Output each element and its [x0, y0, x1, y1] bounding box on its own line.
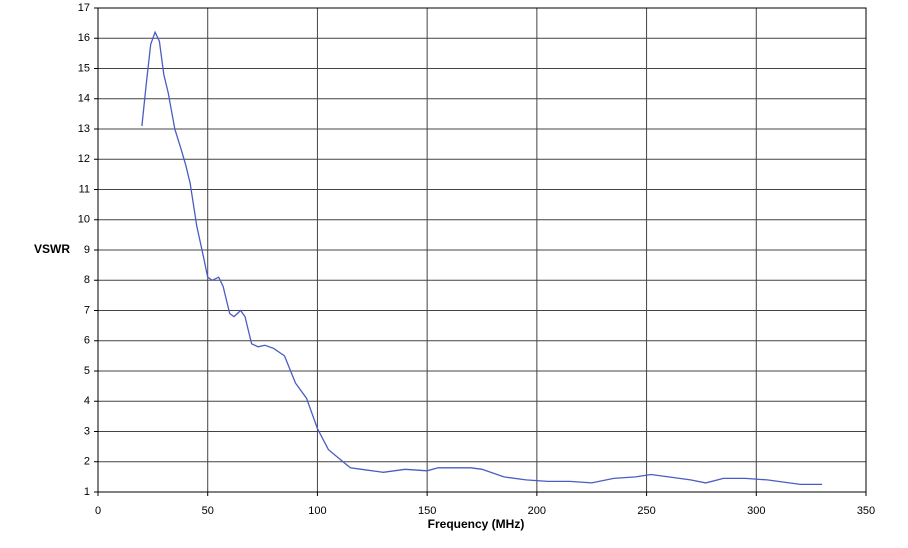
y-tick-label: 1: [84, 486, 90, 498]
plot-frame: [97, 7, 867, 493]
x-tick-label: 250: [637, 505, 655, 517]
x-tick-label: 100: [308, 505, 326, 517]
y-tick-label: 4: [84, 395, 90, 407]
y-tick-label: 13: [78, 123, 90, 135]
x-tick-label: 50: [202, 505, 214, 517]
y-tick-label: 12: [78, 153, 90, 165]
y-tick-label: 10: [78, 214, 90, 226]
y-tick-label: 7: [84, 304, 90, 316]
y-tick-label: 9: [84, 244, 90, 256]
x-tick-label: 300: [747, 505, 765, 517]
x-tick-label: 200: [528, 505, 546, 517]
x-tick-label: 350: [857, 505, 875, 517]
y-tick-label: 14: [78, 93, 90, 105]
y-tick-label: 3: [84, 425, 90, 437]
y-axis-label: VSWR: [34, 242, 70, 256]
y-tick-label: 11: [79, 183, 90, 195]
y-tick-label: 16: [78, 32, 90, 44]
y-tick-label: 8: [84, 274, 90, 286]
y-tick-label: 17: [78, 2, 90, 14]
y-tick-label: 5: [84, 365, 90, 377]
y-tick-label: 2: [84, 456, 90, 468]
x-axis-label: Frequency (MHz): [428, 517, 525, 531]
x-tick-label: 0: [95, 505, 101, 517]
x-tick-label: 150: [418, 505, 436, 517]
y-tick-label: 6: [84, 335, 90, 347]
y-tick-label: 15: [78, 62, 90, 74]
line-series: [141, 30, 823, 486]
